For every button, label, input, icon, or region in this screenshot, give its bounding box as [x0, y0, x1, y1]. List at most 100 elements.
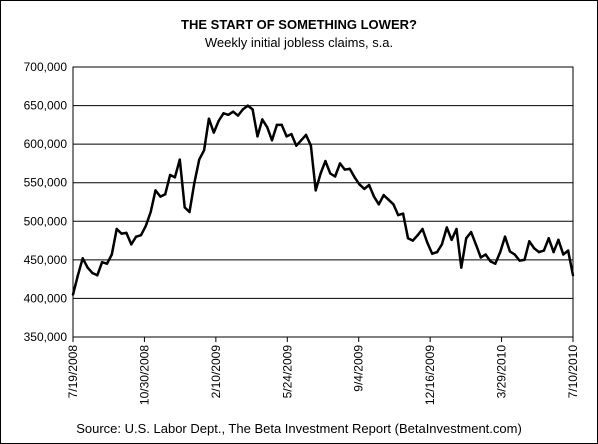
data-point — [231, 110, 235, 113]
data-point — [528, 240, 531, 243]
data-point — [358, 183, 361, 186]
data-point — [392, 203, 395, 206]
data-point — [377, 203, 381, 206]
data-point — [207, 117, 211, 120]
chart-source-note: Source: U.S. Labor Dept., The Beta Inves… — [76, 421, 522, 436]
x-tick-label: 5/24/2009 — [280, 345, 294, 399]
data-point — [251, 108, 254, 111]
data-point — [329, 172, 332, 175]
data-point — [552, 250, 555, 254]
data-point — [261, 118, 264, 121]
data-point — [183, 206, 186, 209]
data-point — [217, 119, 220, 123]
data-point — [222, 112, 225, 115]
data-point — [523, 258, 526, 262]
data-point — [188, 210, 191, 214]
y-tick-labels: 350,000 400,000 450,000 500,000 550,000 600,0… — [24, 60, 68, 344]
data-point — [256, 135, 259, 138]
y-tick-label: 600,000 — [24, 137, 68, 151]
data-point — [426, 241, 429, 245]
data-point — [571, 274, 575, 277]
data-point — [290, 132, 293, 136]
data-point — [314, 189, 317, 192]
data-point — [401, 212, 405, 215]
series-layer — [71, 104, 575, 296]
data-point — [178, 158, 181, 161]
data-point — [503, 235, 507, 238]
data-point — [81, 257, 84, 260]
data-point — [227, 113, 230, 117]
series-line — [71, 104, 575, 295]
y-tick-label: 700,000 — [24, 60, 68, 74]
y-tick-label: 400,000 — [24, 291, 68, 305]
data-point — [367, 183, 371, 187]
data-point — [280, 123, 283, 127]
data-point — [159, 195, 162, 198]
data-point — [479, 256, 482, 259]
data-point — [319, 172, 322, 175]
data-point — [212, 131, 215, 134]
data-point — [71, 293, 75, 296]
data-point — [455, 227, 458, 231]
data-point — [236, 114, 240, 117]
data-point — [91, 271, 94, 275]
gridlines — [73, 66, 573, 338]
plot-area — [72, 66, 574, 338]
data-point — [324, 159, 327, 163]
data-point — [86, 266, 89, 269]
data-point — [562, 253, 565, 256]
data-point — [498, 250, 502, 254]
data-point — [309, 144, 313, 147]
data-point — [149, 210, 152, 214]
data-point — [440, 243, 444, 246]
data-point — [275, 123, 279, 127]
data-point — [168, 173, 172, 177]
data-point — [547, 237, 550, 240]
data-point — [202, 149, 206, 152]
data-point — [450, 238, 453, 241]
data-point — [372, 195, 376, 198]
x-tick-label: 7/19/2008 — [66, 345, 80, 399]
data-point — [387, 198, 390, 201]
data-point — [494, 262, 497, 265]
data-point — [474, 243, 478, 246]
data-point — [460, 266, 463, 269]
y-tick-label: 350,000 — [24, 330, 68, 344]
data-point — [164, 193, 167, 196]
x-tick-label: 10/30/2008 — [137, 345, 151, 405]
data-point — [299, 139, 303, 142]
data-point — [130, 243, 133, 246]
data-point — [484, 253, 487, 256]
data-point — [154, 189, 157, 192]
data-point — [489, 260, 492, 263]
data-point — [566, 249, 570, 252]
x-tick-label: 9/4/2009 — [352, 345, 366, 392]
data-point — [285, 135, 288, 138]
y-tick-label: 500,000 — [24, 214, 68, 228]
data-point — [100, 260, 104, 264]
data-point — [338, 162, 342, 165]
data-point — [134, 235, 138, 238]
data-point — [537, 250, 541, 254]
data-point — [144, 224, 148, 228]
data-point — [557, 238, 560, 241]
y-tick-label: 450,000 — [24, 253, 68, 267]
x-tick-label: 7/10/2010 — [566, 345, 580, 399]
data-point — [139, 233, 143, 237]
x-tick-label: 2/10/2009 — [209, 345, 223, 399]
y-tick-label: 550,000 — [24, 176, 68, 190]
data-point — [513, 253, 516, 256]
data-point — [353, 176, 356, 179]
data-point — [382, 193, 385, 197]
data-point — [518, 259, 521, 262]
data-point — [295, 144, 298, 147]
data-point — [96, 274, 99, 277]
y-tick-label: 650,000 — [24, 99, 68, 113]
x-tick-label: 3/29/2010 — [495, 345, 509, 399]
data-point — [411, 239, 415, 242]
data-point — [343, 168, 347, 171]
data-point — [333, 175, 337, 178]
data-point — [270, 139, 274, 142]
x-tick-labels: 7/19/2008 10/30/2008 2/10/2009 5/24/2009 9/4… — [66, 337, 580, 405]
